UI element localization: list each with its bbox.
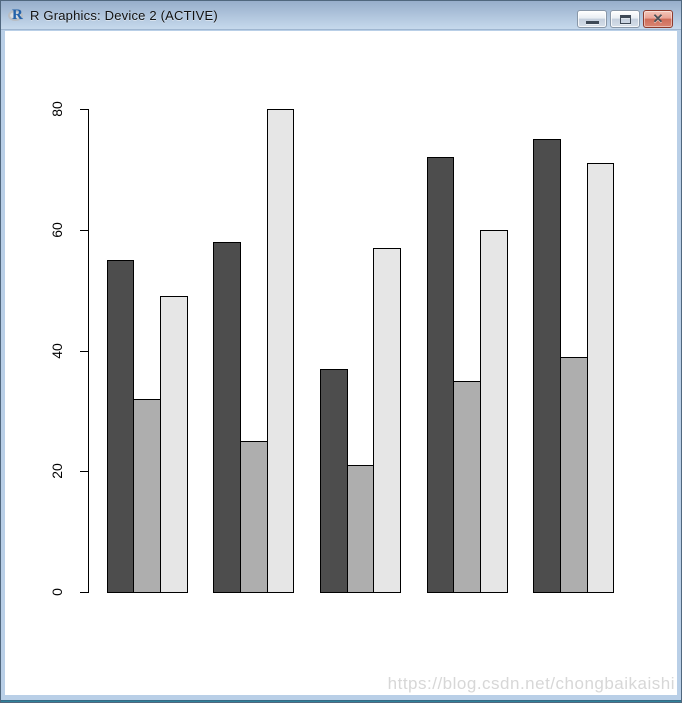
y-axis-tick-label: 80 — [49, 101, 65, 117]
bar — [239, 441, 268, 593]
bar — [346, 465, 375, 593]
y-axis-tick — [80, 350, 88, 352]
y-axis-tick-label: 0 — [49, 588, 65, 596]
minimize-button[interactable] — [577, 10, 607, 28]
bar — [533, 139, 561, 593]
y-axis-tick — [80, 109, 88, 110]
y-axis-tick — [80, 229, 88, 231]
r-logo-icon: R — [8, 6, 25, 23]
minimize-icon — [585, 21, 599, 24]
bar — [426, 157, 455, 593]
y-axis-line — [88, 109, 89, 593]
bar — [266, 109, 295, 593]
r-logo-letter: R — [12, 6, 23, 23]
bar — [453, 380, 481, 593]
bar — [319, 368, 348, 593]
close-icon: ✕ — [652, 11, 664, 26]
title-bar[interactable]: R R Graphics: Device 2 (ACTIVE) ✕ — [1, 1, 681, 30]
maximize-icon — [619, 14, 631, 24]
y-axis-tick-label: 60 — [49, 221, 65, 238]
window-controls: ✕ — [577, 10, 673, 28]
bar — [586, 163, 615, 593]
y-axis-tick-label: 20 — [49, 463, 65, 480]
bar — [106, 259, 135, 593]
y-axis-tick — [80, 592, 88, 593]
graphics-canvas: 0 20 40 60 80 https://blog.csdn.net/chongbai… — [5, 31, 677, 695]
watermark: https://blog.csdn.net/chongbaikaishi — [387, 674, 675, 693]
close-button[interactable]: ✕ — [643, 10, 673, 28]
bar — [479, 229, 508, 593]
y-axis-tick-label: 40 — [49, 342, 65, 359]
bar — [133, 398, 161, 593]
bar — [159, 296, 188, 593]
bar — [559, 356, 588, 593]
plot-area: 0 20 40 60 80 — [5, 31, 677, 695]
maximize-button[interactable] — [610, 10, 640, 28]
y-axis-tick — [80, 471, 88, 473]
window-title: R Graphics: Device 2 (ACTIVE) — [30, 7, 218, 23]
bar — [373, 247, 401, 593]
bar — [213, 241, 241, 593]
